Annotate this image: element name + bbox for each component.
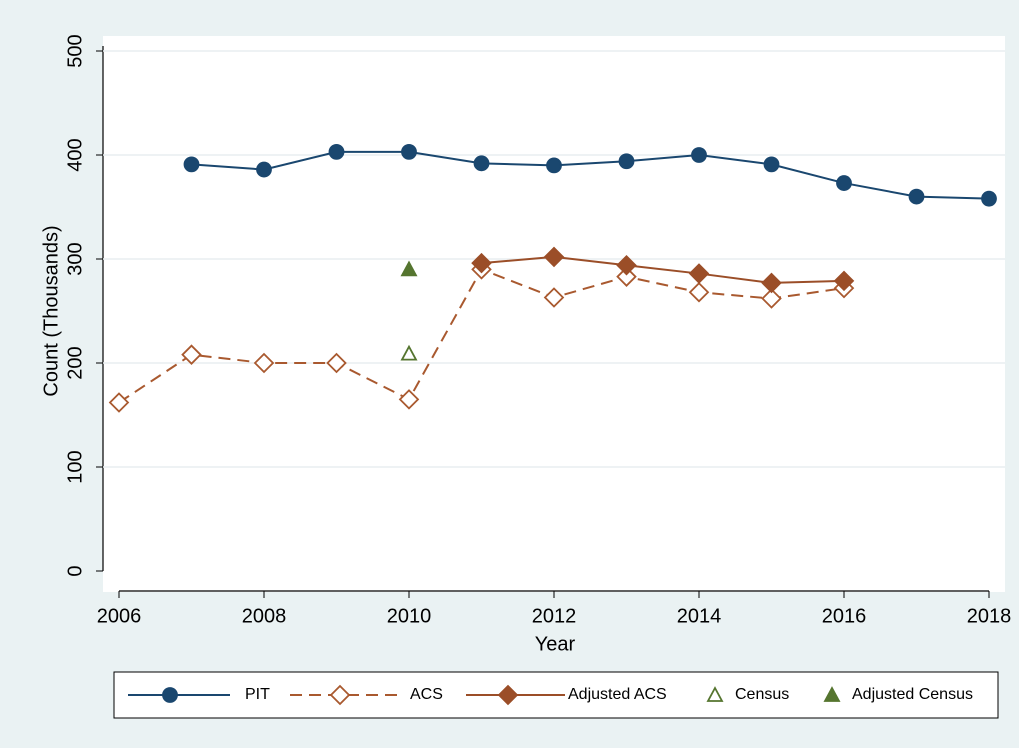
- series-line: [481, 255, 845, 284]
- point: [108, 392, 130, 413]
- legend-marker: [706, 686, 724, 702]
- point: [183, 156, 200, 173]
- point: [181, 344, 202, 365]
- point: [616, 266, 637, 287]
- x-tick-label: 2018: [967, 605, 1012, 627]
- point: [401, 143, 417, 160]
- point: [618, 153, 635, 170]
- legend-label: ACS: [410, 686, 443, 703]
- point: [908, 188, 925, 205]
- point: [543, 246, 565, 268]
- legend-marker: [823, 686, 841, 702]
- x-tick-label: 2016: [822, 605, 867, 627]
- point: [691, 147, 707, 163]
- y-tick-label: 300: [64, 242, 86, 275]
- point: [471, 252, 492, 274]
- point: [688, 282, 710, 303]
- x-tick-label: 2006: [97, 605, 142, 627]
- y-tick-label: 400: [64, 138, 86, 171]
- x-axis-title: Year: [535, 633, 576, 655]
- legend-marker: [162, 687, 178, 703]
- point: [836, 175, 852, 191]
- point: [328, 143, 345, 160]
- point: [326, 352, 347, 374]
- legend-label: Census: [735, 686, 789, 703]
- series-line: [191, 150, 990, 200]
- point: [761, 288, 782, 309]
- point: [398, 389, 420, 410]
- x-tick-label: 2010: [387, 605, 432, 627]
- x-tick-label: 2014: [677, 605, 722, 627]
- point: [688, 263, 710, 284]
- point: [763, 156, 780, 173]
- y-tick-label: 200: [64, 346, 86, 379]
- point: [616, 254, 637, 276]
- legend-marker: [497, 684, 519, 706]
- point: [833, 270, 855, 292]
- plot-area: [103, 36, 1005, 592]
- y-tick-label: 100: [64, 450, 86, 483]
- x-tick-label: 2008: [242, 605, 287, 627]
- point: [543, 287, 565, 308]
- x-tick-label: 2012: [532, 605, 577, 627]
- point: [761, 272, 782, 294]
- point: [256, 161, 272, 178]
- legend-label: PIT: [245, 686, 270, 703]
- point: [473, 155, 490, 172]
- legend-marker: [329, 684, 351, 706]
- point: [546, 157, 562, 174]
- point: [400, 344, 418, 361]
- point: [400, 260, 418, 277]
- point: [253, 352, 275, 374]
- y-tick-label: 0: [64, 565, 86, 576]
- y-tick-label: 500: [64, 34, 86, 67]
- y-axis-title: Count (Thousands): [40, 225, 62, 396]
- point: [981, 190, 997, 207]
- legend-label: Adjusted ACS: [568, 686, 667, 703]
- legend-label: Adjusted Census: [852, 686, 973, 703]
